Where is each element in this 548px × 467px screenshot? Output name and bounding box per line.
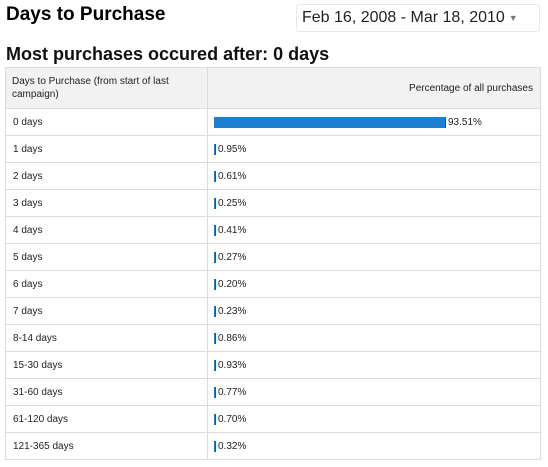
percentage-bar [214, 386, 216, 398]
percentage-bar [214, 170, 216, 182]
row-days-label: 6 days [5, 270, 208, 298]
percentage-bar [214, 143, 216, 155]
percentage-value: 0.95% [218, 143, 247, 155]
table-header-row: Days to Purchase (from start of last cam… [5, 67, 541, 109]
row-days-label: 61-120 days [5, 405, 208, 433]
table-row: 61-120 days 0.70% [5, 405, 541, 433]
column-header-days[interactable]: Days to Purchase (from start of last cam… [5, 67, 208, 109]
percentage-bar [214, 332, 216, 344]
percentage-value: 0.77% [218, 386, 247, 398]
row-percentage-cell: 0.77% [207, 378, 541, 406]
row-days-label: 0 days [5, 108, 208, 136]
row-days-label: 15-30 days [5, 351, 208, 379]
percentage-bar [214, 413, 216, 425]
row-percentage-cell: 0.70% [207, 405, 541, 433]
percentage-value: 93.51% [448, 116, 482, 128]
table-row: 31-60 days 0.77% [5, 378, 541, 406]
days-to-purchase-table: Days to Purchase (from start of last cam… [5, 67, 541, 460]
row-percentage-cell: 0.61% [207, 162, 541, 190]
table-row: 2 days 0.61% [5, 162, 541, 190]
percentage-bar [214, 305, 216, 317]
percentage-value: 0.27% [218, 251, 247, 263]
percentage-value: 0.23% [218, 305, 247, 317]
page-title: Days to Purchase [6, 4, 166, 25]
percentage-value: 0.20% [218, 278, 247, 290]
date-range-value: Feb 16, 2008 - Mar 18, 2010 [302, 9, 505, 26]
table-row: 121-365 days 0.32% [5, 432, 541, 460]
dropdown-arrow-icon: ▼ [508, 13, 518, 23]
row-percentage-cell: 0.23% [207, 297, 541, 325]
table-row: 0 days 93.51% [5, 108, 541, 136]
percentage-bar [214, 251, 216, 263]
row-percentage-cell: 0.25% [207, 189, 541, 217]
row-days-label: 1 days [5, 135, 208, 163]
row-percentage-cell: 0.86% [207, 324, 541, 352]
row-percentage-cell: 93.51% [207, 108, 541, 136]
percentage-value: 0.41% [218, 224, 247, 236]
row-days-label: 5 days [5, 243, 208, 271]
percentage-value: 0.32% [218, 440, 247, 452]
table-row: 15-30 days 0.93% [5, 351, 541, 379]
row-days-label: 2 days [5, 162, 208, 190]
percentage-bar [214, 440, 216, 452]
table-row: 8-14 days 0.86% [5, 324, 541, 352]
table-row: 7 days 0.23% [5, 297, 541, 325]
summary-headline: Most purchases occured after: 0 days [6, 44, 330, 64]
percentage-value: 0.25% [218, 197, 247, 209]
row-days-label: 31-60 days [5, 378, 208, 406]
percentage-bar [214, 224, 216, 236]
column-header-percentage[interactable]: Percentage of all purchases [207, 67, 541, 109]
percentage-value: 0.86% [218, 332, 247, 344]
table-row: 5 days 0.27% [5, 243, 541, 271]
percentage-value: 0.70% [218, 413, 247, 425]
percentage-value: 0.61% [218, 170, 247, 182]
row-days-label: 7 days [5, 297, 208, 325]
row-percentage-cell: 0.27% [207, 243, 541, 271]
date-range-selector[interactable]: Feb 16, 2008 - Mar 18, 2010 ▼ [296, 4, 540, 32]
table-row: 1 days 0.95% [5, 135, 541, 163]
table-row: 4 days 0.41% [5, 216, 541, 244]
row-days-label: 8-14 days [5, 324, 208, 352]
percentage-value: 0.93% [218, 359, 247, 371]
percentage-bar [214, 116, 446, 128]
table-row: 3 days 0.25% [5, 189, 541, 217]
percentage-bar [214, 278, 216, 290]
table-row: 6 days 0.20% [5, 270, 541, 298]
row-days-label: 121-365 days [5, 432, 208, 460]
row-percentage-cell: 0.95% [207, 135, 541, 163]
row-days-label: 3 days [5, 189, 208, 217]
percentage-bar [214, 359, 216, 371]
row-percentage-cell: 0.93% [207, 351, 541, 379]
percentage-bar [214, 197, 216, 209]
row-percentage-cell: 0.32% [207, 432, 541, 460]
row-days-label: 4 days [5, 216, 208, 244]
row-percentage-cell: 0.20% [207, 270, 541, 298]
row-percentage-cell: 0.41% [207, 216, 541, 244]
